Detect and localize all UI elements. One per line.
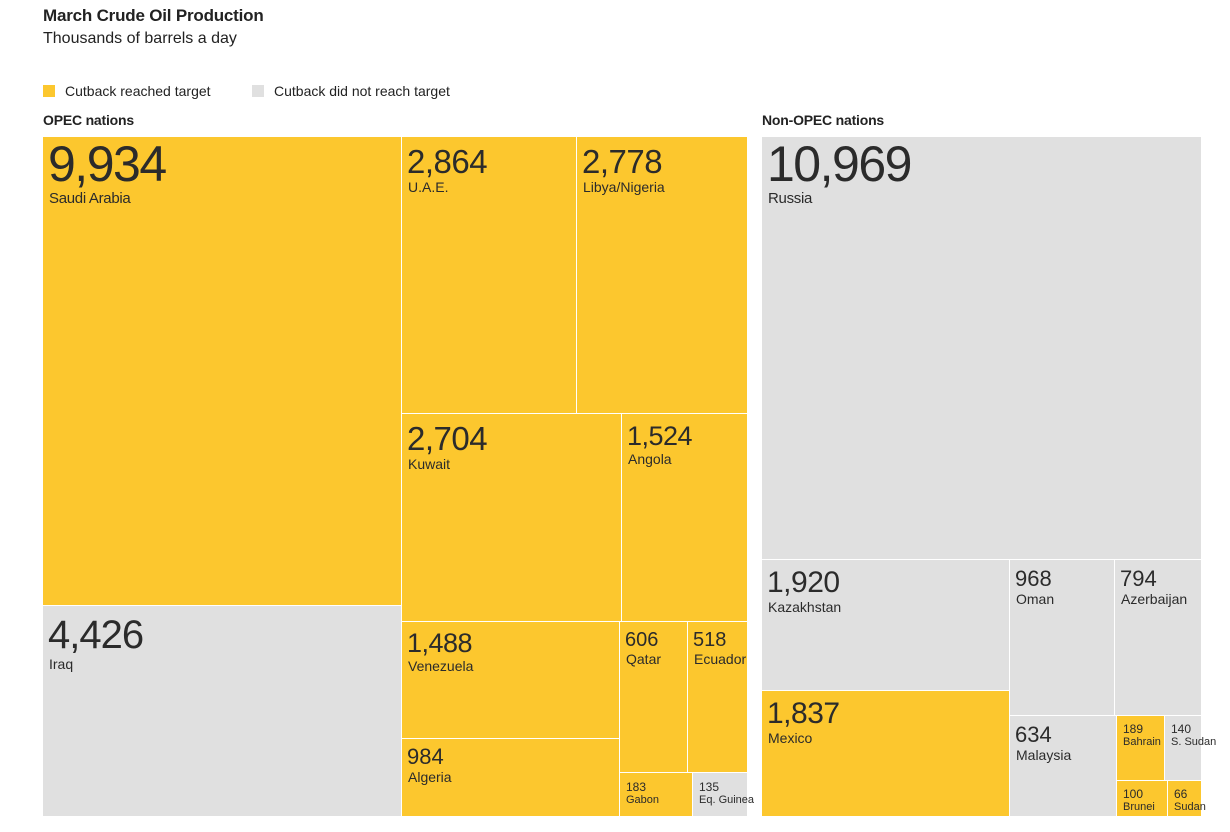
cell-name-label: Saudi Arabia bbox=[49, 190, 131, 207]
cell-name-label: Angola bbox=[628, 451, 672, 467]
cell-name-label: Kazakhstan bbox=[768, 599, 842, 615]
treemap-cell-saudi-arabia: 9,934 Saudi Arabia bbox=[43, 137, 402, 606]
cell-value-label: 66 bbox=[1174, 787, 1188, 801]
treemap-cell-angola: 1,524 Angola bbox=[622, 414, 747, 622]
treemap-cell-malaysia: 634 Malaysia bbox=[1010, 716, 1117, 816]
cell-name-label: Ecuador bbox=[694, 651, 747, 667]
treemap-cell-qatar: 606 Qatar bbox=[620, 622, 688, 773]
treemap-cell-ecuador: 518 Ecuador bbox=[688, 622, 747, 773]
treemap-cell-iraq: 4,426 Iraq bbox=[43, 606, 402, 816]
legend-label-reached: Cutback reached target bbox=[65, 83, 211, 99]
cell-value-label: 606 bbox=[625, 629, 659, 651]
cell-value-label: 518 bbox=[693, 629, 727, 651]
treemap-cell-libya-nigeria: 2,778 Libya/Nigeria bbox=[577, 137, 747, 414]
treemap-cell-brunei: 100 Brunei bbox=[1117, 781, 1168, 816]
cell-name-label: Kuwait bbox=[408, 456, 451, 472]
treemap-cell-gabon: 183 Gabon bbox=[620, 773, 693, 816]
legend-label-not-reached: Cutback did not reach target bbox=[274, 83, 450, 99]
treemap-cell-s-sudan: 140 S. Sudan bbox=[1165, 716, 1216, 781]
cell-name-label: Libya/Nigeria bbox=[583, 179, 665, 195]
cell-value-label: 968 bbox=[1015, 566, 1052, 591]
cell-value-label: 183 bbox=[626, 780, 647, 794]
cell-value-label: 10,969 bbox=[767, 136, 912, 192]
group-label-opec: OPEC nations bbox=[43, 112, 134, 128]
chart-subtitle: Thousands of barrels a day bbox=[43, 30, 237, 47]
cell-name-label: Qatar bbox=[626, 651, 662, 667]
cell-name-label: Oman bbox=[1016, 591, 1055, 607]
treemap-cell-venezuela: 1,488 Venezuela bbox=[402, 622, 620, 739]
cell-value-label: 140 bbox=[1171, 722, 1192, 736]
cell-value-label: 1,524 bbox=[627, 421, 693, 451]
cell-value-label: 1,837 bbox=[767, 697, 840, 730]
cell-value-label: 189 bbox=[1123, 722, 1144, 736]
cell-value-label: 634 bbox=[1015, 722, 1052, 747]
cell-name-label: Venezuela bbox=[408, 658, 474, 674]
cell-value-label: 984 bbox=[407, 744, 444, 769]
cell-value-label: 2,778 bbox=[582, 143, 663, 180]
cell-name-label: Bahrain bbox=[1123, 736, 1161, 748]
cell-value-label: 2,864 bbox=[407, 143, 488, 180]
treemap-cell-eq-guinea: 135 Eq. Guinea bbox=[693, 773, 754, 816]
legend-swatch-reached bbox=[43, 85, 55, 97]
cell-value-label: 9,934 bbox=[48, 136, 167, 192]
group-label-non-opec: Non-OPEC nations bbox=[762, 112, 885, 128]
cell-value-label: 135 bbox=[699, 780, 720, 794]
treemap-cell-u-a-e: 2,864 U.A.E. bbox=[402, 137, 577, 414]
cell-value-label: 2,704 bbox=[407, 420, 488, 457]
legend: Cutback reached target Cutback did not r… bbox=[43, 82, 543, 102]
chart-title: March Crude Oil Production bbox=[43, 6, 264, 25]
legend-swatch-not-reached bbox=[252, 85, 264, 97]
treemap-cell-azerbaijan: 794 Azerbaijan bbox=[1115, 560, 1201, 716]
cell-name-label: S. Sudan bbox=[1171, 736, 1217, 748]
treemap-cell-oman: 968 Oman bbox=[1010, 560, 1115, 716]
cell-value-label: 794 bbox=[1120, 566, 1157, 591]
cell-value-label: 4,426 bbox=[48, 613, 144, 657]
cell-value-label: 100 bbox=[1123, 787, 1144, 801]
cell-name-label: Malaysia bbox=[1016, 747, 1072, 763]
treemap-cell-russia: 10,969 Russia bbox=[762, 137, 1201, 560]
treemap-cell-sudan: 66 Sudan bbox=[1168, 781, 1206, 816]
cell-name-label: Eq. Guinea bbox=[699, 794, 755, 806]
cell-name-label: Algeria bbox=[408, 769, 452, 785]
treemap-cell-mexico: 1,837 Mexico bbox=[762, 691, 1010, 816]
cell-value-label: 1,920 bbox=[767, 566, 840, 599]
cell-name-label: Brunei bbox=[1123, 801, 1155, 813]
cell-name-label: Sudan bbox=[1174, 801, 1206, 813]
treemap-cell-kuwait: 2,704 Kuwait bbox=[402, 414, 622, 622]
treemap-cell-bahrain: 189 Bahrain bbox=[1117, 716, 1165, 781]
cell-name-label: U.A.E. bbox=[408, 179, 449, 195]
cell-name-label: Iraq bbox=[49, 656, 74, 672]
cell-name-label: Mexico bbox=[768, 730, 813, 746]
treemap-cell-algeria: 984 Algeria bbox=[402, 739, 620, 816]
cell-name-label: Russia bbox=[768, 190, 813, 207]
treemap-cell-kazakhstan: 1,920 Kazakhstan bbox=[762, 560, 1010, 691]
cell-value-label: 1,488 bbox=[407, 628, 473, 658]
cell-name-label: Azerbaijan bbox=[1121, 591, 1188, 607]
cell-name-label: Gabon bbox=[626, 794, 660, 806]
